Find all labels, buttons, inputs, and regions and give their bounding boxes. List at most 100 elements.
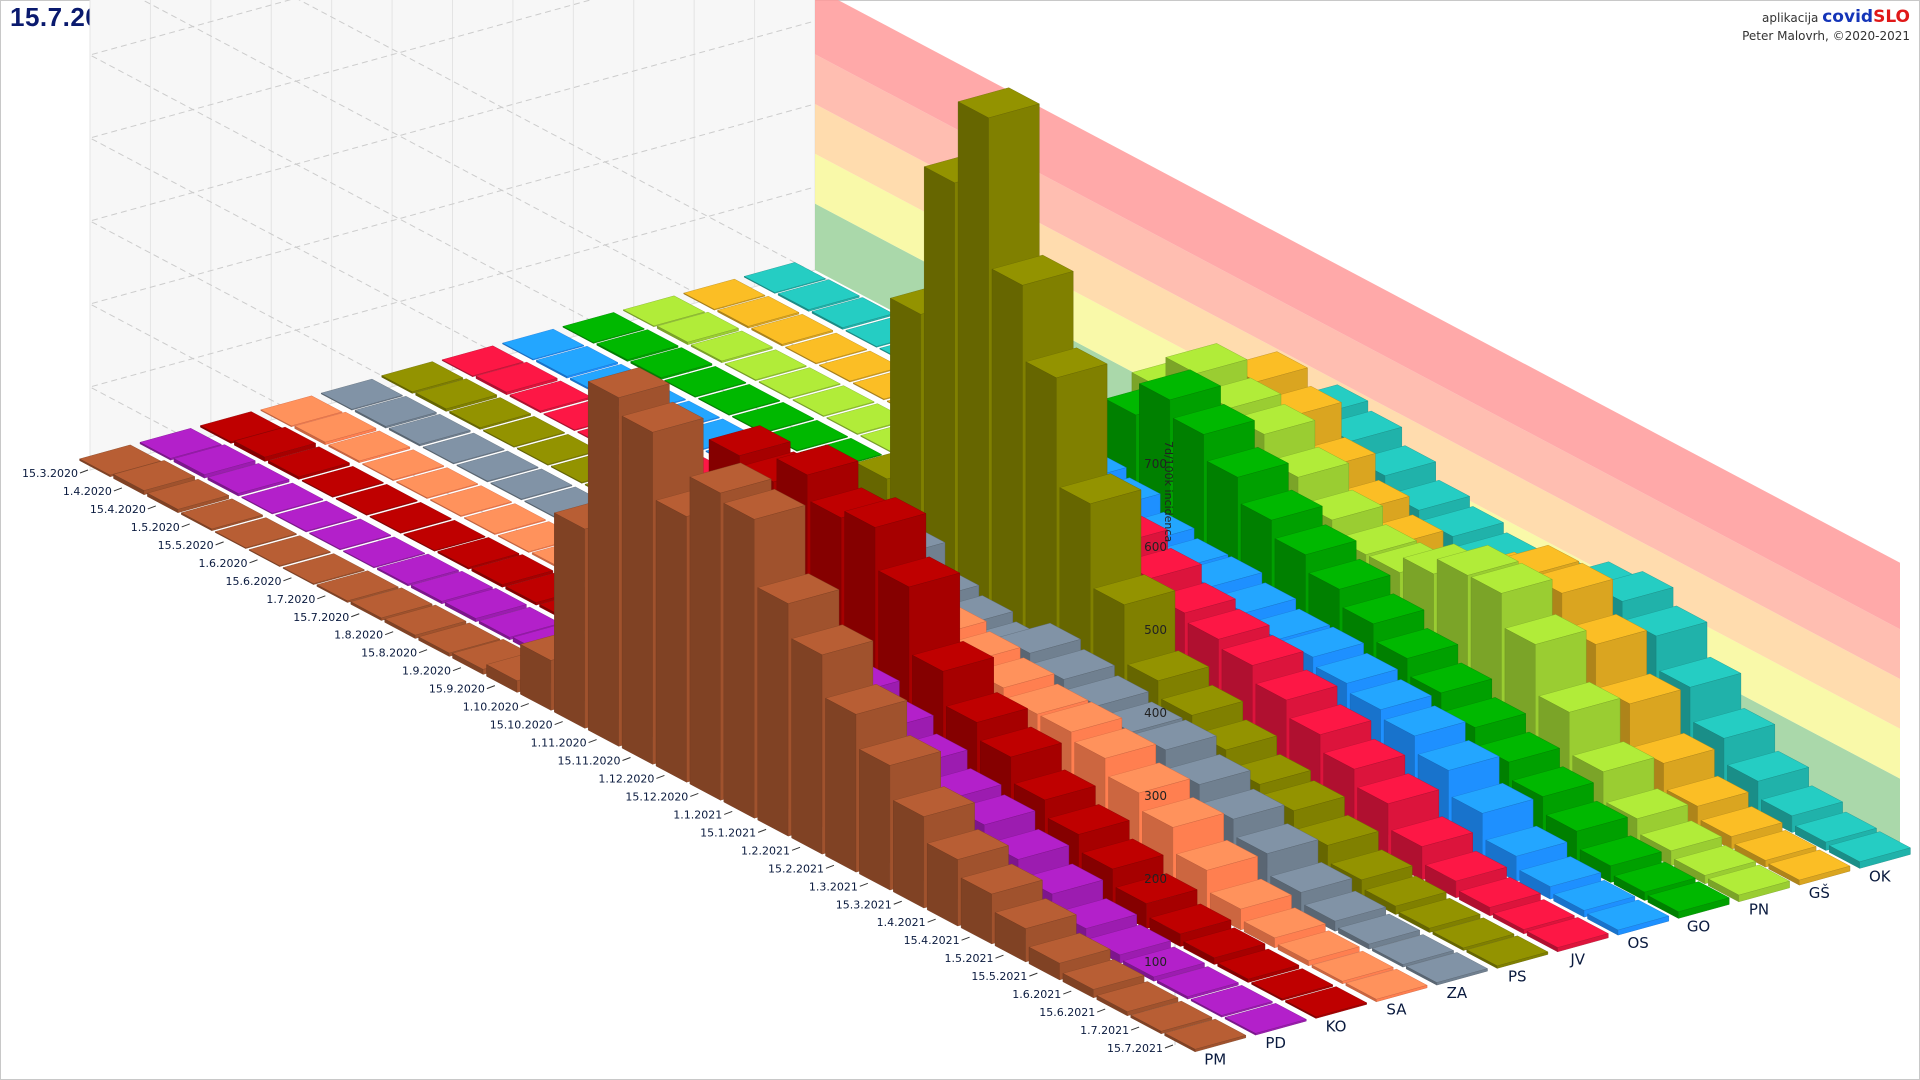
bar-pd xyxy=(275,500,358,533)
date-tick xyxy=(215,541,224,546)
bar-ko xyxy=(437,537,520,570)
date-tick xyxy=(1097,1008,1106,1013)
date-tick-label: 1.8.2020 xyxy=(334,629,383,642)
bar-front xyxy=(774,278,826,294)
date-tick xyxy=(283,577,292,582)
bar-os xyxy=(535,345,619,379)
bar-front xyxy=(1463,933,1515,951)
bar-front xyxy=(177,495,229,513)
bar-ko xyxy=(403,519,486,552)
bar-pm xyxy=(180,498,264,532)
date-tick xyxy=(1029,972,1038,977)
bar-pm xyxy=(112,460,196,496)
bar-front xyxy=(1436,968,1488,986)
bar-pn xyxy=(656,311,740,346)
bar-ok xyxy=(743,262,826,294)
date-tick-label: 1.12.2020 xyxy=(598,772,654,785)
credits: aplikacija covidSLO Peter Malovrh, ©2020… xyxy=(1742,8,1910,45)
bar-pm xyxy=(1096,981,1179,1017)
bar-ps xyxy=(516,434,600,466)
bar-sa xyxy=(1311,950,1394,985)
date-tick xyxy=(893,900,902,905)
bar-ok xyxy=(811,297,894,330)
bar-ps xyxy=(381,361,464,394)
bar-pd xyxy=(1156,966,1239,1000)
chart-bars xyxy=(79,87,1911,1053)
bar-go xyxy=(731,402,815,434)
bar-front xyxy=(1221,1001,1273,1018)
date-tick xyxy=(757,828,767,833)
bar-za xyxy=(490,468,573,501)
bar-sa xyxy=(328,430,411,464)
region-label-go: GO xyxy=(1687,917,1710,935)
bar-front xyxy=(694,382,747,398)
date-tick-label: 15.6.2020 xyxy=(225,575,281,588)
date-tick-label: 1.6.2021 xyxy=(1012,988,1061,1001)
bar-front xyxy=(1429,914,1481,933)
region-label-pn: PN xyxy=(1749,901,1769,919)
brand-logo-slo[interactable]: SLO xyxy=(1873,7,1910,27)
bar-pd xyxy=(376,553,460,587)
incidence-band xyxy=(815,54,1900,679)
date-tick xyxy=(859,882,869,887)
bar-gš xyxy=(1768,849,1851,886)
bar-sa xyxy=(260,395,343,428)
region-label-gš: GŠ xyxy=(1809,883,1830,902)
bar-front xyxy=(661,363,713,380)
bar-front xyxy=(291,411,343,428)
date-tick-label: 15.8.2020 xyxy=(361,647,417,660)
date-tick-label: 15.2.2021 xyxy=(768,862,824,875)
bar-pd xyxy=(241,482,324,515)
bar-side xyxy=(588,381,619,747)
date-tick xyxy=(622,757,631,761)
bar-front xyxy=(1557,933,1609,953)
bar-za xyxy=(320,378,404,411)
bar-front xyxy=(687,327,739,345)
bar-ps xyxy=(1432,917,1515,951)
bar-front xyxy=(593,328,645,344)
bar-front xyxy=(513,432,565,448)
bar-pm xyxy=(146,478,230,514)
bar-jv xyxy=(1526,917,1609,953)
bar-pd xyxy=(1122,946,1206,982)
bar-front xyxy=(272,498,324,515)
bar-front xyxy=(506,377,558,395)
bar-front xyxy=(1859,847,1911,869)
bar-front xyxy=(400,518,452,534)
bar-pn xyxy=(724,349,807,382)
bar-jv xyxy=(1458,877,1542,917)
date-tick-label: 1.1.2021 xyxy=(673,808,722,821)
bar-ko xyxy=(267,446,351,480)
date-tick-label: 15.10.2020 xyxy=(490,719,553,732)
y-tick-label: 700 xyxy=(1144,457,1167,471)
date-tick-label: 1.10.2020 xyxy=(463,701,519,714)
bar-pd xyxy=(207,463,290,497)
bar-front xyxy=(566,362,618,379)
bar-pm xyxy=(214,517,298,549)
region-label-za: ZA xyxy=(1447,984,1468,1002)
date-tick xyxy=(656,775,665,779)
bar-front xyxy=(468,553,520,570)
brand-logo-covid[interactable]: covid xyxy=(1822,7,1874,27)
bar-front xyxy=(460,501,512,517)
bar-side xyxy=(689,476,721,801)
date-tick-label: 1.6.2020 xyxy=(199,557,248,570)
bar-ko xyxy=(301,466,384,498)
bar-front xyxy=(419,430,471,447)
bar-front xyxy=(1678,897,1730,919)
bar-ko xyxy=(233,426,317,462)
date-tick xyxy=(554,721,563,726)
bar-za xyxy=(354,395,437,429)
bar-front xyxy=(823,401,875,417)
date-tick xyxy=(588,739,597,743)
bar-front xyxy=(1342,967,1394,985)
y-tick-label: 300 xyxy=(1144,789,1167,803)
date-tick xyxy=(249,559,258,564)
bar-front xyxy=(1617,915,1670,936)
bar-side xyxy=(723,502,755,819)
region-label-ps: PS xyxy=(1508,967,1527,985)
bar-front xyxy=(479,413,531,430)
date-tick-label: 15.1.2021 xyxy=(700,826,756,839)
